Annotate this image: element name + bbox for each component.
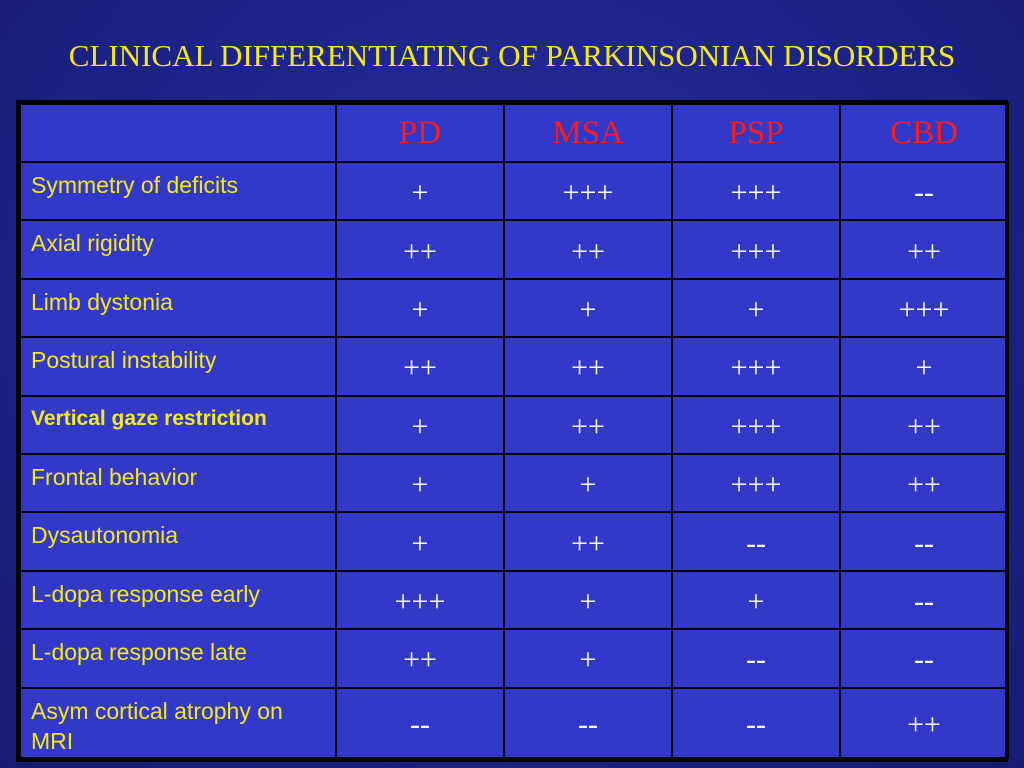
table-cell: -- [839,569,1009,631]
table-cell: ++ [335,628,505,689]
table-cell: +++ [671,160,841,222]
table-cell: + [503,628,673,689]
table-header-row: PD MSA PSP CBD [19,103,1009,163]
table-row: Symmetry of deficits + +++ +++ -- [19,160,1009,222]
table-row: Axial rigidity ++ ++ +++ ++ [19,219,1009,280]
table-cell: +++ [671,453,841,514]
row-label: L-dopa response early [19,569,337,631]
table-cell: ++ [503,219,673,280]
slide-title: CLINICAL DIFFERENTIATING OF PARKINSONIAN… [68,38,956,73]
row-label: Dysautonomia [19,511,337,572]
table-row: L-dopa response late ++ + -- -- [19,628,1009,689]
table-cell: ++ [839,686,1009,760]
table-cell: +++ [671,394,841,456]
table-cell: + [335,511,505,572]
table-row: Asym cortical atrophy on MRI -- -- -- ++ [19,686,1009,760]
row-label: Limb dystonia [19,277,337,339]
table-cell: -- [335,686,505,760]
table-cell: ++ [839,453,1009,514]
table-cell: + [335,394,505,456]
column-header-psp: PSP [671,103,841,163]
table-cell: ++ [839,219,1009,280]
table-row: Limb dystonia + + + +++ [19,277,1009,339]
table-cell: +++ [671,336,841,397]
comparison-table-grid: PD MSA PSP CBD Symmetry of deficits + ++… [19,103,1009,760]
table-row: Postural instability ++ ++ +++ + [19,336,1009,397]
table-row: L-dopa response early +++ + + -- [19,569,1009,631]
table-row: Frontal behavior + + +++ ++ [19,453,1009,514]
table-cell: +++ [503,160,673,222]
table-cell: + [335,160,505,222]
table-cell: ++ [335,219,505,280]
table-cell: ++ [503,511,673,572]
table-cell: -- [671,686,841,760]
table-cell: +++ [335,569,505,631]
table-cell: + [839,336,1009,397]
table-cell: + [335,277,505,339]
column-header-pd: PD [335,103,505,163]
table-cell: + [671,569,841,631]
table-row: Vertical gaze restriction + ++ +++ ++ [19,394,1009,456]
table-cell: -- [839,511,1009,572]
row-label: Vertical gaze restriction [19,394,337,456]
row-label: Frontal behavior [19,453,337,514]
row-label: Asym cortical atrophy on MRI [19,686,337,760]
table-cell: +++ [839,277,1009,339]
table-cell: + [503,277,673,339]
table-row: Dysautonomia + ++ -- -- [19,511,1009,572]
table-cell: + [671,277,841,339]
row-label: Postural instability [19,336,337,397]
table-cell: -- [671,628,841,689]
table-cell: + [503,569,673,631]
row-label: Axial rigidity [19,219,337,280]
table-cell: -- [503,686,673,760]
table-cell: ++ [335,336,505,397]
table-cell: ++ [503,394,673,456]
comparison-table: PD MSA PSP CBD Symmetry of deficits + ++… [16,100,1009,762]
table-cell: -- [839,160,1009,222]
table-corner-cell [19,103,337,163]
table-cell: -- [839,628,1009,689]
table-cell: +++ [671,219,841,280]
table-cell: + [335,453,505,514]
column-header-cbd: CBD [839,103,1009,163]
table-cell: -- [671,511,841,572]
row-label: Symmetry of deficits [19,160,337,222]
column-header-msa: MSA [503,103,673,163]
table-cell: ++ [839,394,1009,456]
table-cell: ++ [503,336,673,397]
row-label: L-dopa response late [19,628,337,689]
table-cell: + [503,453,673,514]
